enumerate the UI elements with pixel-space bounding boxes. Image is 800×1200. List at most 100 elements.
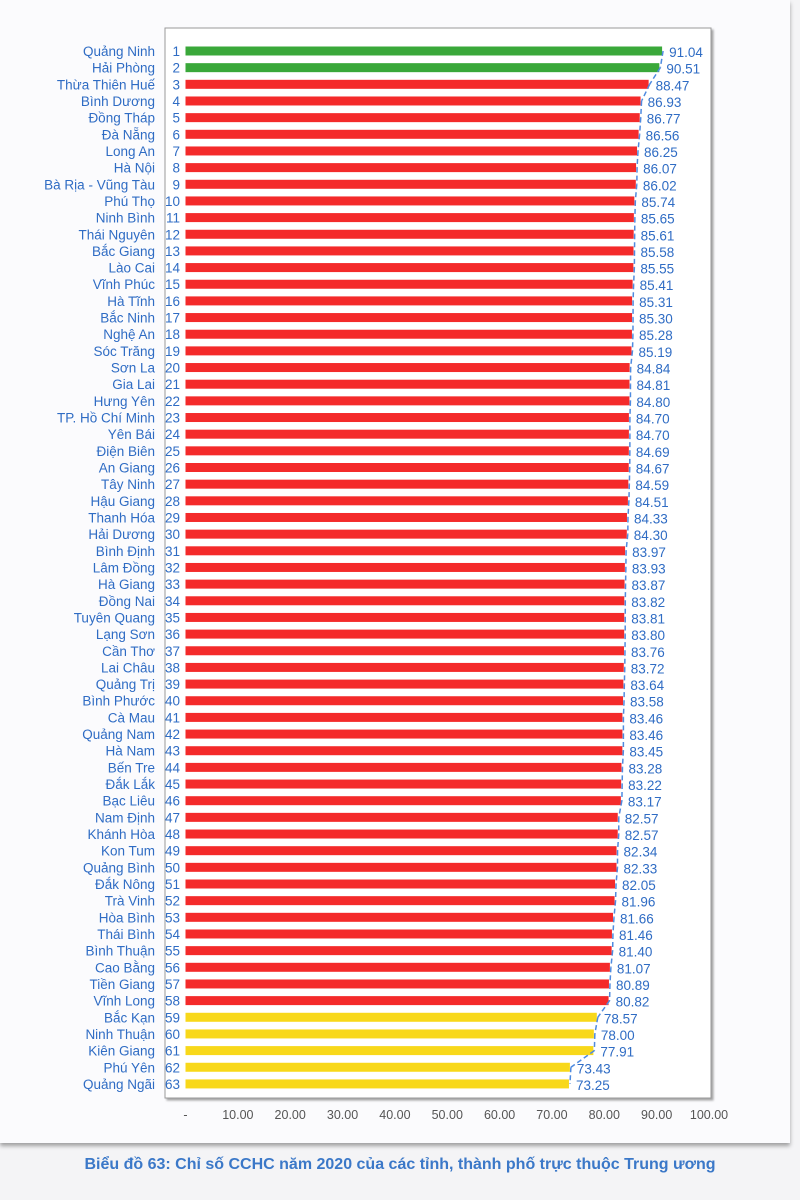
bar [185, 679, 624, 689]
category-label: Sóc Trăng [93, 344, 155, 359]
bar [185, 263, 634, 273]
rank-label: 21 [165, 377, 180, 392]
bar [185, 1079, 569, 1089]
value-label: 81.96 [622, 895, 656, 910]
category-label: Lai Châu [101, 660, 155, 675]
trend-dash [616, 833, 620, 851]
category-label: Bình Thuận [85, 944, 155, 959]
value-label: 84.81 [636, 378, 670, 393]
value-label: 81.46 [619, 928, 653, 943]
bar [185, 962, 610, 972]
value-label: 78.00 [601, 1028, 635, 1043]
bar [185, 629, 625, 639]
value-label: 84.33 [634, 511, 668, 526]
trend-dash [636, 150, 639, 168]
rank-label: 7 [172, 144, 180, 159]
rank-label: 26 [165, 461, 180, 476]
value-label: 83.81 [631, 611, 665, 626]
bar-chart: Quảng Ninh 1 91.04 Hải Phòng 2 90.51 Thừa Thiê… [44, 27, 728, 1122]
bar [185, 296, 633, 306]
bar [185, 146, 638, 156]
rank-label: 54 [165, 927, 181, 942]
category-label: Tuyên Quang [74, 610, 155, 625]
value-label: 82.33 [623, 861, 657, 876]
rank-label: 52 [165, 894, 180, 909]
category-label: Lào Cai [108, 261, 155, 276]
bar [185, 662, 624, 672]
value-label: 85.31 [639, 295, 673, 310]
bar [185, 779, 622, 789]
value-label: 83.87 [632, 578, 666, 593]
rank-label: 53 [165, 910, 180, 925]
rank-label: 39 [165, 677, 180, 692]
value-label: 84.70 [636, 412, 670, 427]
category-label: Yên Bái [108, 427, 155, 442]
value-label: 84.51 [635, 495, 669, 510]
value-label: 73.25 [576, 1078, 610, 1093]
rank-label: 63 [165, 1077, 180, 1092]
rank-label: 13 [165, 244, 180, 259]
bar [185, 612, 625, 622]
x-tick-label: 70.00 [536, 1108, 567, 1122]
trend-dash [640, 83, 651, 102]
trend-dash [618, 800, 623, 818]
category-label: Đồng Tháp [88, 111, 155, 126]
rank-label: 55 [165, 944, 180, 959]
value-label: 84.67 [636, 462, 670, 477]
category-label: Bắc Giang [92, 244, 155, 259]
rank-label: 48 [165, 827, 180, 842]
category-label: Ninh Thuận [85, 1027, 155, 1042]
bar [185, 46, 663, 56]
value-label: 84.69 [636, 445, 670, 460]
rank-label: 44 [165, 760, 181, 775]
bar [185, 812, 618, 822]
value-label: 83.80 [631, 628, 665, 643]
bar [185, 546, 626, 556]
value-label: 83.82 [631, 595, 665, 610]
category-label: Hà Tĩnh [107, 294, 155, 309]
value-label: 90.51 [666, 62, 700, 77]
bar [185, 562, 625, 572]
value-label: 85.28 [639, 328, 673, 343]
rank-label: 58 [165, 994, 180, 1009]
value-label: 82.05 [622, 878, 656, 893]
value-label: 84.30 [634, 528, 668, 543]
category-label: Bến Tre [108, 760, 155, 775]
trend-dash [597, 1000, 611, 1018]
value-label: 83.28 [628, 761, 662, 776]
category-label: Nghệ An [103, 327, 155, 342]
rank-label: 15 [165, 277, 180, 292]
x-tick-label: 90.00 [641, 1108, 672, 1122]
rank-label: 56 [165, 960, 180, 975]
rank-label: 4 [172, 94, 180, 109]
bar [185, 129, 639, 139]
value-label: 83.22 [628, 778, 662, 793]
trend-dash [629, 350, 634, 368]
rank-label: 11 [166, 211, 180, 226]
category-label: Bình Dương [81, 94, 155, 109]
value-label: 84.80 [636, 395, 670, 410]
trend-dash [612, 917, 615, 935]
rank-label: 10 [165, 194, 180, 209]
value-label: 82.34 [624, 845, 658, 860]
value-label: 84.84 [637, 362, 671, 377]
category-label: Quảng Trị [96, 677, 155, 692]
value-label: 84.70 [636, 428, 670, 443]
rank-label: 49 [165, 844, 180, 859]
rank-label: 23 [165, 411, 180, 426]
rank-label: 61 [165, 1044, 180, 1059]
rank-label: 16 [165, 294, 180, 309]
category-label: Vĩnh Phúc [93, 277, 156, 292]
rank-label: 46 [165, 794, 180, 809]
value-label: 80.89 [616, 978, 650, 993]
category-label: Trà Vinh [105, 894, 155, 909]
rank-label: 50 [165, 860, 180, 875]
trend-dash [634, 184, 638, 202]
bar [185, 179, 636, 189]
category-label: Phú Yên [103, 1060, 155, 1075]
category-label: Hưng Yên [94, 394, 155, 409]
chart-caption: Biểu đồ 63: Chỉ số CCHC năm 2020 của các… [84, 1156, 716, 1173]
bar [185, 396, 630, 406]
category-label: Long An [105, 144, 155, 159]
rank-label: 28 [165, 494, 180, 509]
